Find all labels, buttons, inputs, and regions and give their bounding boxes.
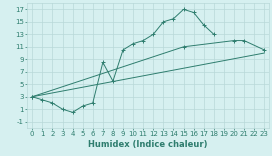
- X-axis label: Humidex (Indice chaleur): Humidex (Indice chaleur): [88, 140, 208, 149]
